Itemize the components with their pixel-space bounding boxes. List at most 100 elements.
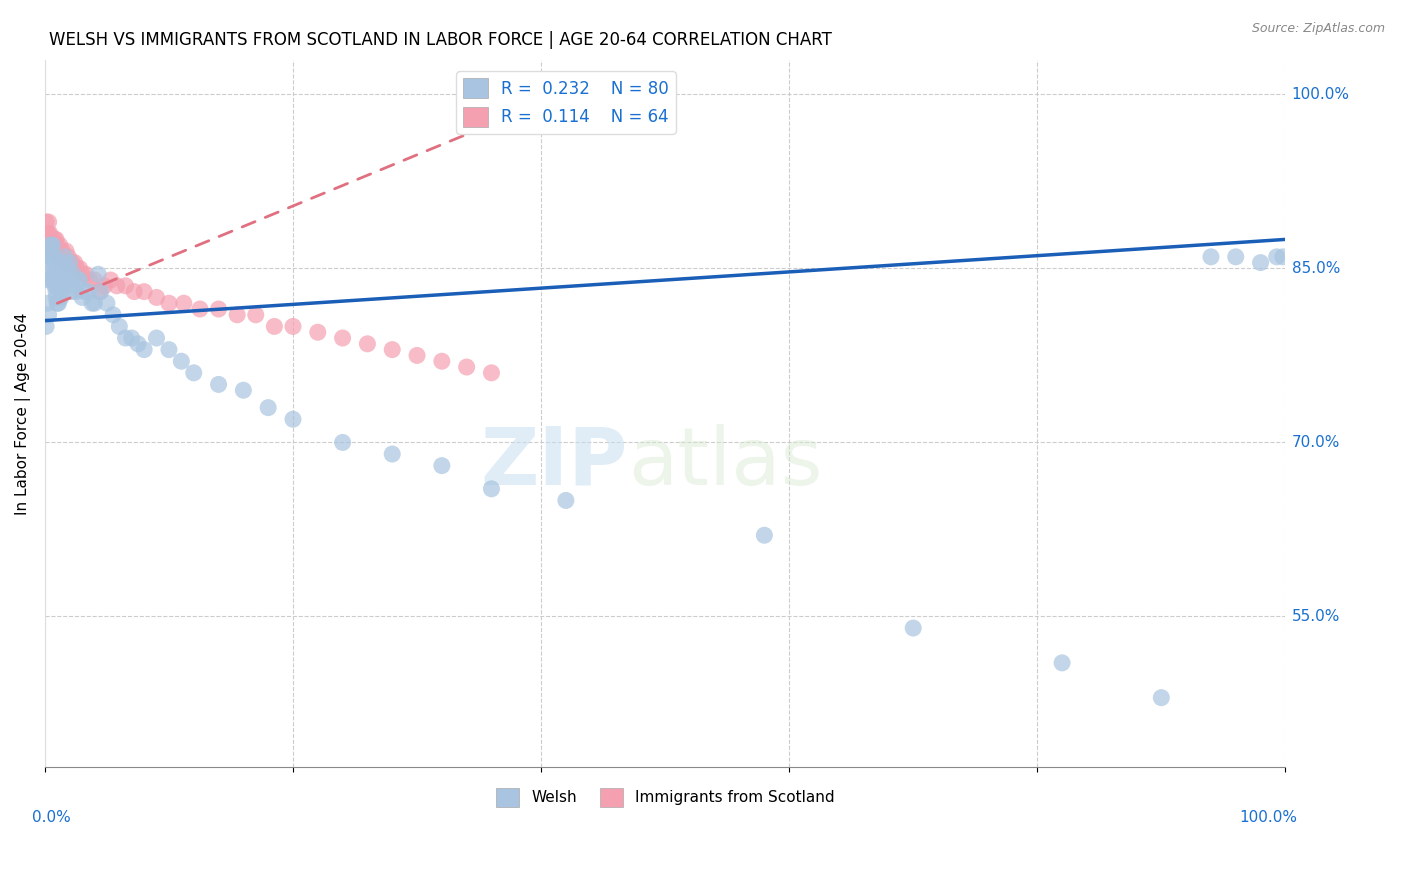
- Text: WELSH VS IMMIGRANTS FROM SCOTLAND IN LABOR FORCE | AGE 20-64 CORRELATION CHART: WELSH VS IMMIGRANTS FROM SCOTLAND IN LAB…: [49, 31, 832, 49]
- Point: [49, 250, 72, 264]
- Point: [49, 273, 72, 287]
- Point: [41, 238, 63, 252]
- Point: [46, 238, 69, 252]
- Point: [1250, 255, 1272, 269]
- Point: [39, 244, 62, 258]
- Point: [59, 285, 82, 299]
- Point: [38, 238, 60, 252]
- Point: [48, 273, 70, 287]
- Point: [456, 359, 478, 374]
- Text: 100.0%: 100.0%: [1240, 810, 1298, 825]
- Point: [38, 215, 60, 229]
- Point: [173, 296, 195, 310]
- Point: [70, 290, 93, 304]
- Point: [207, 301, 229, 316]
- Point: [56, 267, 79, 281]
- Point: [45, 285, 67, 299]
- Point: [37, 227, 59, 241]
- Point: [38, 250, 60, 264]
- Point: [96, 296, 118, 310]
- Point: [157, 343, 180, 357]
- Text: 85.0%: 85.0%: [1292, 261, 1340, 276]
- Point: [52, 250, 75, 264]
- Point: [83, 296, 105, 310]
- Point: [39, 232, 62, 246]
- Point: [44, 255, 66, 269]
- Point: [356, 336, 378, 351]
- Point: [45, 273, 67, 287]
- Point: [93, 278, 115, 293]
- Point: [183, 366, 205, 380]
- Point: [105, 278, 128, 293]
- Point: [39, 250, 62, 264]
- Point: [46, 296, 69, 310]
- Text: 100.0%: 100.0%: [1292, 87, 1350, 102]
- Point: [60, 278, 83, 293]
- Point: [1150, 690, 1173, 705]
- Point: [554, 493, 576, 508]
- Point: [1271, 250, 1294, 264]
- Point: [51, 244, 73, 258]
- Point: [79, 273, 101, 287]
- Point: [46, 278, 69, 293]
- Text: 70.0%: 70.0%: [1292, 435, 1340, 450]
- Point: [430, 354, 453, 368]
- Point: [307, 325, 329, 339]
- Point: [35, 319, 58, 334]
- Point: [77, 285, 100, 299]
- Point: [75, 267, 97, 281]
- Point: [52, 255, 75, 269]
- Point: [38, 238, 60, 252]
- Point: [49, 285, 72, 299]
- Point: [232, 383, 254, 397]
- Point: [49, 278, 72, 293]
- Point: [62, 267, 84, 281]
- Point: [38, 227, 60, 241]
- Point: [122, 285, 145, 299]
- Point: [55, 273, 77, 287]
- Point: [1199, 250, 1222, 264]
- Y-axis label: In Labor Force | Age 20-64: In Labor Force | Age 20-64: [15, 312, 31, 515]
- Point: [1050, 656, 1073, 670]
- Point: [52, 267, 75, 281]
- Text: Source: ZipAtlas.com: Source: ZipAtlas.com: [1251, 22, 1385, 36]
- Point: [42, 250, 65, 264]
- Point: [69, 261, 91, 276]
- Point: [59, 255, 82, 269]
- Point: [38, 238, 60, 252]
- Point: [35, 215, 58, 229]
- Point: [430, 458, 453, 473]
- Point: [89, 285, 111, 299]
- Point: [263, 319, 285, 334]
- Point: [41, 232, 63, 246]
- Text: ZIP: ZIP: [481, 424, 628, 502]
- Point: [42, 261, 65, 276]
- Point: [87, 267, 110, 281]
- Point: [481, 366, 503, 380]
- Point: [37, 296, 59, 310]
- Point: [108, 319, 131, 334]
- Point: [49, 238, 72, 252]
- Point: [226, 308, 249, 322]
- Point: [48, 296, 70, 310]
- Point: [157, 296, 180, 310]
- Point: [42, 244, 65, 258]
- Point: [44, 278, 66, 293]
- Point: [65, 285, 87, 299]
- Point: [332, 435, 354, 450]
- Point: [381, 447, 404, 461]
- Point: [45, 244, 67, 258]
- Legend: R =  0.232    N = 80, R =  0.114    N = 64: R = 0.232 N = 80, R = 0.114 N = 64: [456, 71, 676, 134]
- Point: [207, 377, 229, 392]
- Point: [38, 227, 60, 241]
- Point: [51, 267, 73, 281]
- Point: [39, 238, 62, 252]
- Point: [754, 528, 776, 542]
- Point: [406, 348, 429, 362]
- Point: [45, 290, 67, 304]
- Point: [66, 273, 89, 287]
- Point: [45, 232, 67, 246]
- Point: [41, 250, 63, 264]
- Point: [53, 250, 76, 264]
- Point: [90, 285, 112, 299]
